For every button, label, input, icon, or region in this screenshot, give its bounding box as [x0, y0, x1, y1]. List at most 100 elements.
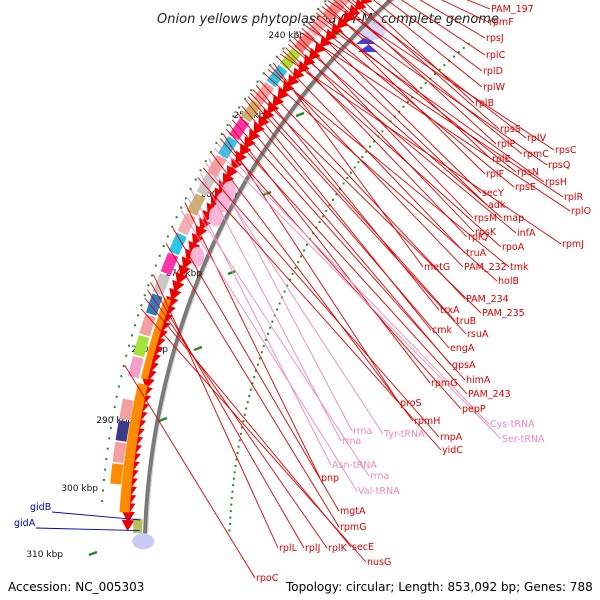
- kbp-major-tick: [88, 550, 98, 557]
- cds-arrow: [175, 271, 188, 285]
- backbone-highlight: [147, 0, 395, 534]
- cds-arrow: [267, 101, 280, 114]
- kbp-minor-tick: [239, 432, 242, 435]
- kbp-minor-tick: [398, 110, 401, 113]
- gc-dot: [262, 72, 265, 75]
- gc-dot: [310, 15, 312, 18]
- kbp-minor-tick: [283, 290, 286, 293]
- gc-dot: [180, 206, 183, 209]
- kbp-minor-tick: [373, 140, 376, 143]
- kbp-minor-tick: [273, 314, 276, 317]
- gc-dot: [199, 169, 202, 172]
- leader-line: [346, 0, 527, 139]
- gc-dot: [162, 245, 165, 248]
- kbp-minor-tick: [229, 523, 231, 525]
- cds-arrow: [195, 225, 208, 238]
- rpoC-block: [119, 382, 148, 513]
- leader-line: [293, 37, 503, 219]
- cds-arrow: [122, 511, 135, 523]
- kbp-minor-tick: [315, 226, 318, 229]
- leader-line: [285, 47, 468, 238]
- gc-dot: [269, 63, 272, 66]
- feature-track-segment: [112, 441, 127, 464]
- genome-backbone: [143, 0, 395, 534]
- gc-dot: [151, 274, 153, 277]
- gene-label: rrna: [342, 436, 361, 447]
- kbp-minor-tick: [453, 55, 455, 58]
- gene-label: rpoC: [256, 573, 279, 584]
- kbp-minor-tick: [297, 261, 300, 264]
- gene-label: rpsN: [517, 167, 539, 178]
- gc-dot: [189, 187, 192, 190]
- gene-label: PAM_197: [491, 4, 534, 15]
- gene-label: rplD: [483, 66, 503, 77]
- gene-label: rpsE: [515, 182, 536, 193]
- leader-line: [219, 138, 462, 410]
- gene-label: proS: [400, 398, 422, 409]
- feature-track-segment: [266, 64, 288, 88]
- gc-dot: [232, 115, 235, 118]
- gc-dot: [256, 80, 259, 83]
- cds-arrow: [253, 121, 265, 135]
- cds-arrow: [178, 264, 191, 277]
- kbp-minor-tick: [349, 171, 352, 174]
- map-title: Onion yellows phytoplasma OY-M, complete…: [157, 12, 499, 27]
- kbp-minor-tick: [462, 46, 465, 49]
- kbp-minor-tick: [325, 209, 328, 212]
- leader-line: [279, 53, 562, 245]
- kbp-minor-tick: [255, 369, 257, 372]
- gc-dot: [128, 344, 131, 347]
- gc-dot: [147, 284, 150, 287]
- kbp-tick-label: 310 kbp: [26, 550, 63, 560]
- gene-label: rplW: [483, 82, 506, 93]
- gc-dot: [220, 133, 223, 135]
- cds-arrow: [169, 287, 182, 301]
- cds-arrow: [222, 172, 235, 186]
- gene-label: cmk: [432, 325, 452, 336]
- kbp-major-tick: [227, 269, 237, 276]
- kbp-minor-tick: [231, 490, 234, 493]
- feature-track-segment: [123, 377, 139, 400]
- kbp-minor-tick: [228, 529, 231, 532]
- kbp-minor-tick: [365, 150, 368, 153]
- leader-line: [304, 24, 564, 198]
- leader-line: [231, 119, 466, 381]
- leader-line: [147, 290, 328, 549]
- kbp-minor-tick: [438, 68, 441, 71]
- gene-label: rpmG: [340, 522, 367, 533]
- kbp-minor-tick: [245, 407, 248, 410]
- kbp-minor-tick: [242, 420, 245, 423]
- feature-track-segment: [206, 154, 227, 178]
- kbp-minor-tick: [318, 221, 321, 223]
- gene-label: Asn-tRNA: [332, 460, 377, 471]
- gene-label: Cys-tRNA: [490, 419, 535, 430]
- gene-label: trxA: [440, 305, 460, 316]
- feature-track-segment: [186, 193, 206, 216]
- kbp-minor-tick: [321, 215, 324, 218]
- leader-line: [247, 96, 467, 335]
- leader-line: [187, 197, 370, 477]
- gc-dot: [120, 375, 123, 378]
- cds-block-orange: [140, 297, 172, 380]
- gene-label: rplC: [486, 50, 506, 61]
- leader-line: [277, 56, 466, 254]
- kbp-tick-label: 300 kbp: [61, 484, 98, 494]
- leader-line: [400, 0, 486, 56]
- feature-track-segment: [145, 293, 163, 316]
- gene-label: adk: [488, 200, 506, 211]
- leader-line: [386, 0, 483, 72]
- kbp-minor-tick: [237, 445, 240, 448]
- cds-arrow: [277, 87, 290, 101]
- feature-track-segment: [115, 420, 130, 442]
- leader-line: [228, 124, 431, 384]
- cds-arrow: [319, 35, 332, 48]
- cds-arrow: [121, 519, 135, 531]
- gene-label: himA: [466, 375, 491, 386]
- gene-label: rpsK: [475, 227, 497, 238]
- gc-dot: [134, 324, 136, 327]
- feature-track-segment: [168, 232, 187, 256]
- feature-track-segment: [152, 272, 171, 296]
- leader-line: [441, 0, 489, 23]
- kbp-minor-tick: [288, 278, 291, 281]
